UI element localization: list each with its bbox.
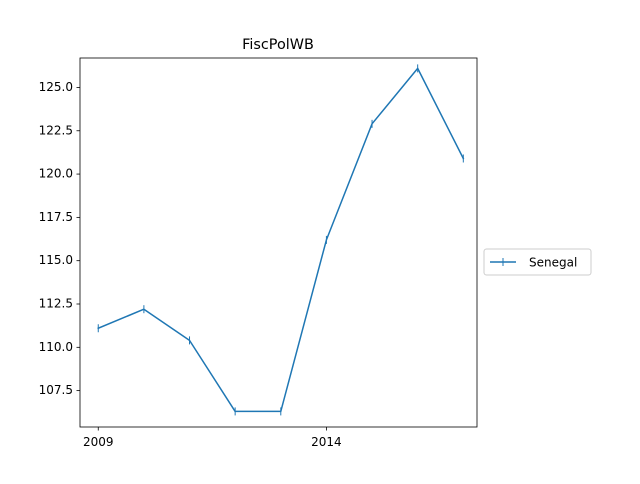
y-tick-label: 117.5 [39,210,73,224]
x-tick-label: 2009 [83,435,114,449]
axes: 107.5 110.0 112.5 115.0 117.5 120.0 122.5 125.0… [39,57,478,449]
series-line-0 [97,67,465,413]
legend-box [483,248,592,276]
y-tick-label: 120.0 [39,167,73,181]
plot-area [97,64,465,416]
y-tick-label: 112.5 [39,297,73,311]
y-tick-label: 107.5 [39,383,73,397]
chart-title: FiscPolWB [242,37,314,53]
y-tick-label: 125.0 [39,80,73,94]
x-tick-label: 2014 [311,435,342,449]
axes-frame [79,57,478,428]
y-tick-label: 115.0 [39,253,73,267]
legend: Senegal [483,248,592,276]
legend-label: Senegal [529,256,577,270]
y-tick-label: 110.0 [39,340,73,354]
y-tick-label: 122.5 [39,123,73,137]
